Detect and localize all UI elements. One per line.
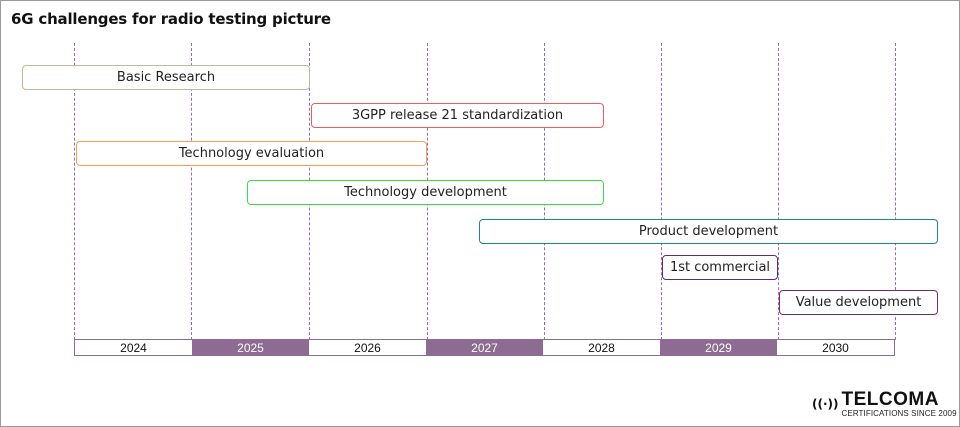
diagram-title: 6G challenges for radio testing picture [11, 10, 331, 28]
year-gridline [895, 43, 896, 340]
year-cell: 2028 [588, 340, 615, 355]
year-cell: 2024 [120, 340, 147, 355]
task-value-development: Value development [779, 290, 938, 315]
task-basic-research: Basic Research [22, 65, 310, 90]
year-cell: 2026 [354, 340, 381, 355]
year-gridline [74, 43, 75, 340]
task-3gpp-standardization: 3GPP release 21 standardization [311, 103, 604, 128]
broadcast-icon: ((·)) [812, 397, 839, 411]
year-cell: 2027 [426, 340, 543, 355]
task-product-development: Product development [479, 219, 938, 244]
task-technology-development: Technology development [247, 180, 604, 205]
year-axis: 2024 2025 2026 2027 2028 2029 2030 [74, 339, 895, 356]
task-technology-evaluation: Technology evaluation [76, 141, 427, 166]
logo-brand: TELCOMA [841, 389, 939, 410]
year-cell: 2030 [822, 340, 849, 355]
logo-tagline: CERTIFICATIONS SINCE 2009 [841, 409, 957, 418]
telcoma-logo: ((·)) TELCOMA CERTIFICATIONS SINCE 2009 [812, 390, 957, 418]
task-1st-commercial: 1st commercial [662, 255, 778, 280]
year-gridline [778, 43, 779, 340]
year-gridline [191, 43, 192, 340]
year-cell: 2025 [192, 340, 309, 355]
year-gridline [661, 43, 662, 340]
year-cell: 2029 [660, 340, 777, 355]
